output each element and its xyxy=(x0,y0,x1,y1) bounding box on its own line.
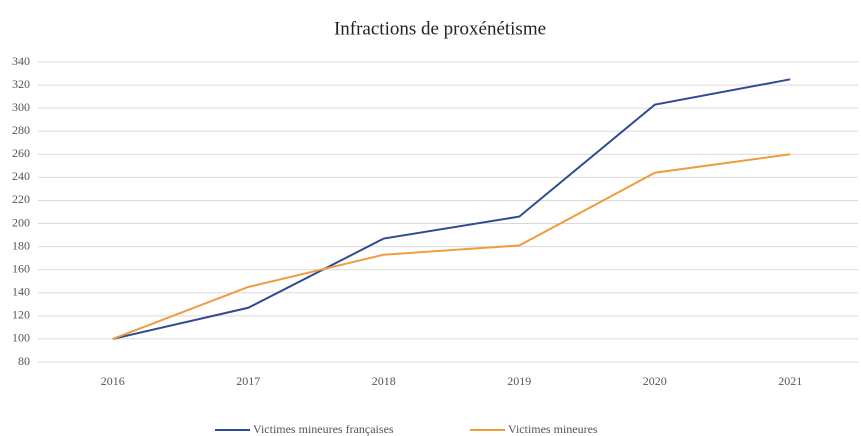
y-tick-label: 320 xyxy=(12,77,30,91)
y-tick-label: 100 xyxy=(12,331,30,345)
legend-label: Victimes mineures françaises xyxy=(253,422,394,436)
y-tick-label: 240 xyxy=(12,169,30,183)
y-tick-label: 180 xyxy=(12,238,30,252)
y-tick-label: 260 xyxy=(12,146,30,160)
series-line xyxy=(112,78,791,340)
y-tick-label: 160 xyxy=(12,261,30,275)
x-tick-label: 2017 xyxy=(236,374,260,388)
y-tick-label: 200 xyxy=(12,215,30,229)
x-tick-label: 2021 xyxy=(778,374,802,388)
x-tick-label: 2016 xyxy=(101,374,125,388)
y-tick-label: 80 xyxy=(18,354,30,368)
y-tick-label: 280 xyxy=(12,123,30,137)
x-tick-label: 2018 xyxy=(372,374,396,388)
y-tick-label: 340 xyxy=(12,54,30,68)
legend-label: Victimes mineures xyxy=(508,422,598,436)
y-tick-label: 140 xyxy=(12,285,30,299)
chart-title: Infractions de proxénétisme xyxy=(334,18,546,39)
y-tick-label: 300 xyxy=(12,100,30,114)
series-line xyxy=(112,153,791,340)
y-tick-label: 220 xyxy=(12,192,30,206)
y-tick-label: 120 xyxy=(12,308,30,322)
x-tick-label: 2019 xyxy=(507,374,531,388)
x-tick-label: 2020 xyxy=(643,374,667,388)
